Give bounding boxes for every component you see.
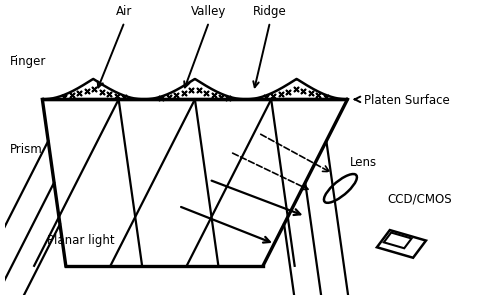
Text: Planar light: Planar light	[47, 235, 114, 248]
Text: CCD/CMOS: CCD/CMOS	[388, 192, 452, 205]
Text: Ridge: Ridge	[253, 4, 287, 18]
Text: Prism: Prism	[10, 142, 42, 156]
Text: Air: Air	[116, 4, 133, 18]
Text: Finger: Finger	[10, 55, 46, 68]
Text: Lens: Lens	[350, 156, 377, 169]
Text: Platen Surface: Platen Surface	[364, 94, 450, 107]
Text: Valley: Valley	[191, 4, 227, 18]
